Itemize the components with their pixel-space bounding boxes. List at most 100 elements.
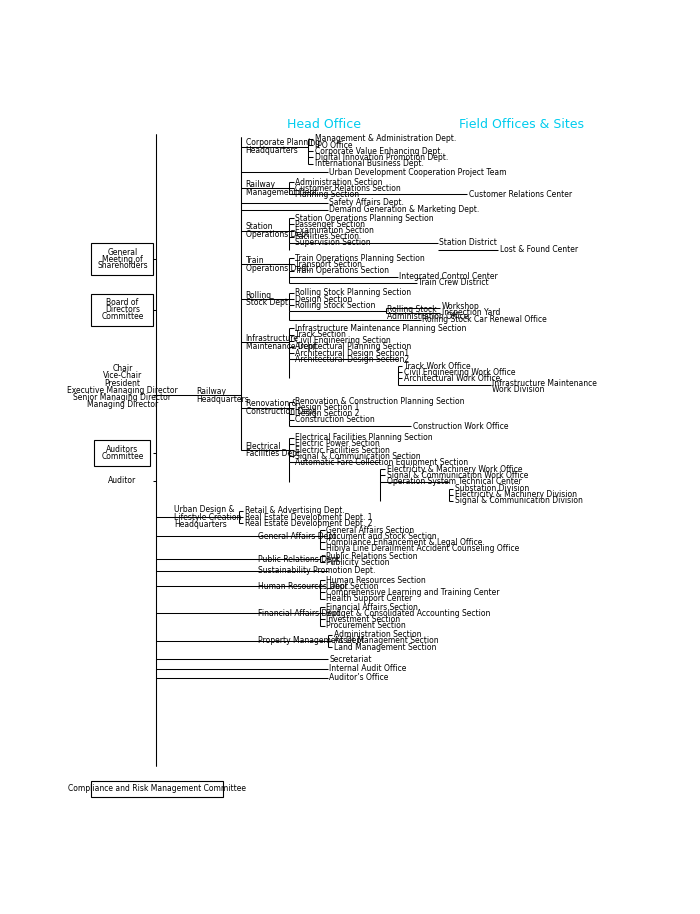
Text: Lifestyle Creation: Lifestyle Creation: [174, 513, 242, 522]
Text: Land Management Section: Land Management Section: [334, 643, 436, 652]
Text: Public Relations Section: Public Relations Section: [326, 552, 418, 561]
Text: Publicity Section: Publicity Section: [326, 558, 390, 567]
Text: Human Resources Dept.: Human Resources Dept.: [258, 582, 350, 590]
Text: International Business Dept.: International Business Dept.: [314, 159, 424, 168]
Text: Real Estate Development Dept. 2: Real Estate Development Dept. 2: [245, 518, 372, 527]
Text: Human Resources Section: Human Resources Section: [326, 576, 426, 585]
Text: Electrical Facilities Planning Section: Electrical Facilities Planning Section: [295, 433, 433, 442]
Text: Administration Office: Administration Office: [387, 312, 469, 321]
Text: Headquarters: Headquarters: [174, 520, 227, 529]
Text: Design Section: Design Section: [295, 294, 353, 303]
Text: Retail & Advertising Dept.: Retail & Advertising Dept.: [245, 506, 344, 515]
Text: Electricity & Machinery Work Office: Electricity & Machinery Work Office: [386, 465, 522, 473]
Text: Hibiya Line Derailment Accident Counseling Office: Hibiya Line Derailment Accident Counseli…: [326, 544, 519, 553]
Text: Operations Dept.: Operations Dept.: [246, 230, 311, 239]
Text: Electric Power Section: Electric Power Section: [295, 440, 380, 449]
Text: Labor Section: Labor Section: [326, 582, 379, 590]
Text: Investment Section: Investment Section: [326, 615, 400, 624]
Text: Architectural Work Office: Architectural Work Office: [404, 374, 500, 383]
Text: Examination Section: Examination Section: [295, 226, 374, 235]
Text: Civil Engineering Section: Civil Engineering Section: [295, 336, 391, 345]
Text: General Affairs Dept.: General Affairs Dept.: [258, 532, 339, 541]
Text: Secretariat: Secretariat: [329, 655, 372, 664]
Text: Procurement Section: Procurement Section: [326, 622, 406, 630]
Text: Health Support Center: Health Support Center: [326, 594, 412, 603]
Text: Sustainability Promotion Dept.: Sustainability Promotion Dept.: [258, 567, 375, 576]
Text: Planning Section: Planning Section: [295, 190, 359, 199]
Text: Infrastructure: Infrastructure: [246, 334, 299, 343]
Text: Head Office: Head Office: [287, 118, 361, 131]
Text: Architectural Design Section2: Architectural Design Section2: [295, 355, 409, 364]
Text: Demand Generation & Marketing Dept.: Demand Generation & Marketing Dept.: [329, 206, 480, 214]
Text: General: General: [107, 248, 137, 257]
Text: Maintenance Dept.: Maintenance Dept.: [246, 342, 318, 351]
Text: Financial Affairs Dept.: Financial Affairs Dept.: [258, 609, 342, 618]
Text: Construction Dept.: Construction Dept.: [246, 407, 318, 416]
Text: Station District: Station District: [440, 239, 497, 248]
Text: Corporate Value Enhancing Dept.: Corporate Value Enhancing Dept.: [314, 147, 442, 155]
Bar: [92, 243, 153, 275]
Text: Senior Managing Director: Senior Managing Director: [74, 393, 172, 402]
Text: President: President: [104, 378, 141, 388]
Text: IPO Office: IPO Office: [314, 141, 352, 150]
Text: Transport Section: Transport Section: [295, 260, 362, 269]
Text: Management & Administration Dept.: Management & Administration Dept.: [314, 134, 456, 143]
Text: Inspection Yard: Inspection Yard: [442, 308, 500, 316]
Text: Vice-Chair: Vice-Chair: [103, 371, 142, 380]
Text: Auditor: Auditor: [108, 476, 136, 485]
Text: Comprehensive Learning and Training Center: Comprehensive Learning and Training Cent…: [326, 588, 500, 597]
Text: Substation Division: Substation Division: [455, 484, 529, 493]
Text: Supervision Section: Supervision Section: [295, 239, 371, 248]
Text: Field Offices & Sites: Field Offices & Sites: [459, 118, 584, 131]
Text: Stock Dept.: Stock Dept.: [246, 299, 290, 307]
Text: Document and Stock Section: Document and Stock Section: [326, 532, 437, 541]
Text: Public Relations Dept.: Public Relations Dept.: [258, 555, 342, 564]
Text: Work Division: Work Division: [492, 385, 545, 394]
Text: Administration Section: Administration Section: [295, 177, 383, 186]
Text: Rolling: Rolling: [246, 291, 272, 300]
Text: Customer Relations Center: Customer Relations Center: [469, 190, 572, 199]
Text: Signal & Communication Division: Signal & Communication Division: [455, 496, 582, 505]
Text: Digital Innovation Promotion Dept.: Digital Innovation Promotion Dept.: [314, 153, 448, 162]
Text: Construction Work Office: Construction Work Office: [413, 421, 508, 430]
Text: Corporate Planning: Corporate Planning: [246, 138, 320, 147]
Text: General Affairs Section: General Affairs Section: [326, 526, 414, 535]
Text: Railway: Railway: [246, 180, 276, 189]
Text: Board of: Board of: [106, 299, 139, 307]
Text: Infrastructure Maintenance Planning Section: Infrastructure Maintenance Planning Sect…: [295, 324, 467, 333]
Text: Budget & Consolidated Accounting Section: Budget & Consolidated Accounting Section: [326, 609, 491, 618]
Text: Electricity & Machinery Division: Electricity & Machinery Division: [455, 490, 577, 499]
Text: Civil Engineering Work Office: Civil Engineering Work Office: [404, 367, 515, 377]
Text: Signal & Communication Section: Signal & Communication Section: [295, 452, 421, 461]
Text: Design Section 1: Design Section 1: [295, 403, 360, 412]
Text: Station: Station: [246, 222, 273, 231]
Text: Meeting of: Meeting of: [102, 255, 143, 263]
Text: Passenger Section: Passenger Section: [295, 220, 365, 228]
Text: Executive Managing Director: Executive Managing Director: [67, 386, 178, 395]
Text: Rolling Stock Planning Section: Rolling Stock Planning Section: [295, 289, 412, 297]
Text: Headquarters: Headquarters: [196, 395, 248, 404]
Text: Compliance and Risk Management Committee: Compliance and Risk Management Committee: [69, 784, 246, 793]
Text: Electric Facilities Section: Electric Facilities Section: [295, 445, 390, 454]
Text: Operation System Technical Center: Operation System Technical Center: [386, 477, 522, 486]
Bar: [92, 781, 223, 796]
Text: Management Dept.: Management Dept.: [246, 187, 319, 197]
Text: Integrated Control Center: Integrated Control Center: [399, 272, 498, 282]
Text: Train Operations Planning Section: Train Operations Planning Section: [295, 254, 425, 263]
Text: Internal Audit Office: Internal Audit Office: [329, 664, 407, 674]
Text: Chair: Chair: [112, 364, 132, 373]
Text: Shareholders: Shareholders: [97, 261, 148, 271]
Text: Financial Affairs Section: Financial Affairs Section: [326, 602, 418, 611]
Text: Lost & Found Center: Lost & Found Center: [500, 245, 578, 254]
Text: Railway: Railway: [196, 387, 226, 396]
Text: Committee: Committee: [102, 313, 144, 322]
Text: Train: Train: [246, 256, 264, 265]
Text: Station Operations Planning Section: Station Operations Planning Section: [295, 214, 434, 223]
Bar: [92, 293, 153, 326]
Text: Infrastructure Maintenance: Infrastructure Maintenance: [492, 378, 597, 388]
Text: Asset Management Section: Asset Management Section: [334, 636, 439, 645]
Text: Train Operations Section: Train Operations Section: [295, 266, 389, 275]
Text: Property Management Dept.: Property Management Dept.: [258, 636, 367, 645]
Text: Auditor’s Office: Auditor’s Office: [329, 674, 389, 683]
Text: Real Estate Development Dept. 1: Real Estate Development Dept. 1: [245, 513, 372, 522]
